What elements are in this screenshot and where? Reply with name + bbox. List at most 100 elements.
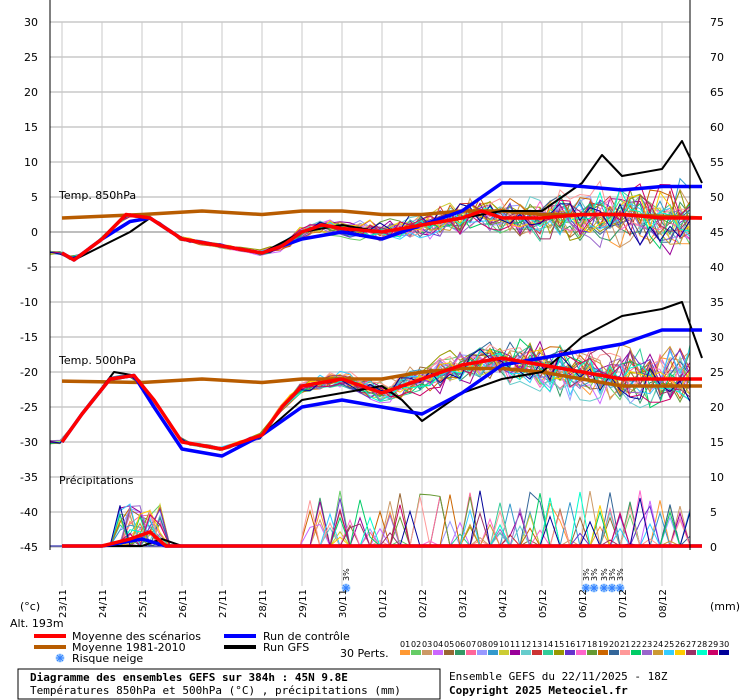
left-tick-label: -5 (27, 261, 38, 274)
pert-swatch (543, 650, 553, 655)
pert-number: 15 (554, 640, 564, 649)
right-tick-label: 70 (710, 51, 724, 64)
pert-swatch (433, 650, 443, 655)
footer-subtitle: Températures 850hPa et 500hPa (°C) , pré… (30, 684, 401, 697)
snow-risk-label: 3% (590, 568, 599, 581)
pert-swatch (576, 650, 586, 655)
right-tick-label: 30 (710, 331, 724, 344)
right-tick-label: 65 (710, 86, 724, 99)
footer-box (17, 668, 441, 700)
right-tick-label: 25 (710, 366, 724, 379)
date-tick-label: 01/12 (378, 589, 389, 618)
date-tick-label: 08/12 (658, 589, 669, 618)
mean-t500-line (60, 356, 702, 451)
snowflake-icon (599, 583, 609, 593)
left-tick-label: -25 (20, 401, 38, 414)
pert-swatch (565, 650, 575, 655)
left-tick-label: -40 (20, 506, 38, 519)
legend-label-gfs: Run GFS (263, 641, 309, 654)
pert-swatch (686, 650, 696, 655)
left-tick-label: 0 (31, 226, 38, 239)
snow-risk-label: 3% (608, 568, 617, 581)
pert-number: 02 (411, 640, 421, 649)
left-tick-label: -20 (20, 366, 38, 379)
pert-swatch (411, 650, 421, 655)
pert-swatch (719, 650, 729, 655)
right-tick-label: 55 (710, 156, 724, 169)
pert-number: 14 (543, 640, 553, 649)
legend-label-mean: Moyenne des scénarios (72, 630, 201, 643)
pert-number: 23 (642, 640, 652, 649)
pert-number: 20 (609, 640, 619, 649)
right-tick-label: 50 (710, 191, 724, 204)
pert-number: 06 (455, 640, 465, 649)
pert-swatch (510, 650, 520, 655)
right-tick-label: 10 (710, 471, 724, 484)
perts-label: 30 Perts. (340, 647, 389, 660)
footer-title: Diagramme des ensembles GEFS sur 384h : … (30, 671, 348, 684)
pert-swatch (488, 650, 498, 655)
pert-number: 05 (444, 640, 454, 649)
footer-ensemble: Ensemble GEFS du 22/11/2025 - 18Z (449, 670, 668, 683)
pert-number: 26 (675, 640, 685, 649)
pert-number: 13 (532, 640, 542, 649)
left-tick-label: -15 (20, 331, 38, 344)
right-tick-label: 40 (710, 261, 724, 274)
left-tick-label: -35 (20, 471, 38, 484)
left-tick-label: 20 (24, 86, 38, 99)
left-tick-label: 30 (24, 16, 38, 29)
pert-swatch (675, 650, 685, 655)
pert-number: 21 (620, 640, 630, 649)
snow-risk-label: 3% (582, 568, 591, 581)
pert-swatch (631, 650, 641, 655)
legend-label-control: Run de contrôle (263, 630, 350, 643)
pert-swatch (521, 650, 531, 655)
panel-label-precip: Précipitations (59, 474, 134, 487)
date-tick-label: 30/11 (338, 589, 349, 618)
pert-number: 30 (719, 640, 729, 649)
date-tick-label: 06/12 (578, 589, 589, 618)
date-tick-label: 07/12 (618, 589, 629, 618)
panel-label-850: Temp. 850hPa (58, 189, 136, 202)
snow-risk-label: 3% (600, 568, 609, 581)
altitude-label: Alt. 193m (10, 617, 64, 630)
pert-swatch (499, 650, 509, 655)
right-axis-unit: (mm) (710, 600, 740, 613)
pert-number: 29 (708, 640, 718, 649)
pert-swatch (532, 650, 542, 655)
legend-label-snow: Risque neige (72, 652, 143, 665)
right-tick-label: 0 (710, 541, 717, 554)
pert-swatch (400, 650, 410, 655)
left-tick-label: 15 (24, 121, 38, 134)
legend-label-climate: Moyenne 1981-2010 (72, 641, 186, 654)
perturbation-key: 01 02 03 04 05 06 07 08 09 10 11 12 13 14 15 16 17 18 19 20… (400, 640, 729, 655)
snow-risk-label: 3% (342, 568, 351, 581)
right-tick-label: 45 (710, 226, 724, 239)
left-tick-label: 5 (31, 191, 38, 204)
pert-swatch (554, 650, 564, 655)
pert-swatch (455, 650, 465, 655)
snowflake-icon (581, 583, 591, 593)
pert-swatch (444, 650, 454, 655)
pert-number: 19 (598, 640, 608, 649)
date-tick-label: 03/12 (458, 589, 469, 618)
pert-number: 22 (631, 640, 641, 649)
panel-label-500: Temp. 500hPa (58, 354, 136, 367)
pert-swatch (653, 650, 663, 655)
pert-number: 17 (576, 640, 586, 649)
pert-swatch (466, 650, 476, 655)
left-axis-unit: (°c) (20, 600, 40, 613)
pert-number: 12 (521, 640, 531, 649)
legend: Moyenne des scénarios Moyenne 1981-2010 … (34, 630, 350, 665)
pert-number: 16 (565, 640, 575, 649)
snowflake-icon (341, 583, 351, 593)
left-tick-label: 25 (24, 51, 38, 64)
pert-number: 09 (488, 640, 498, 649)
right-tick-label: 75 (710, 16, 724, 29)
pert-number: 03 (422, 640, 432, 649)
date-tick-label: 24/11 (98, 589, 109, 618)
date-tick-label: 04/12 (498, 589, 509, 618)
pert-number: 10 (499, 640, 509, 649)
left-tick-label: -45 (20, 541, 38, 554)
